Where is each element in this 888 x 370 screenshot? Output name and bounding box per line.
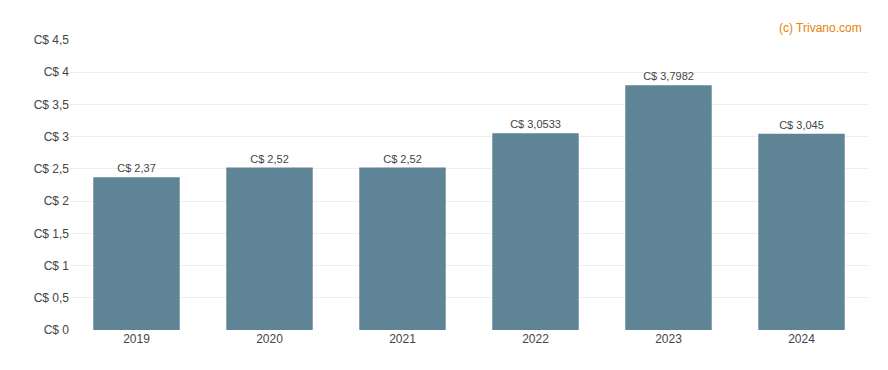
- svg-text:C$ 3,045: C$ 3,045: [779, 119, 824, 131]
- svg-text:C$ 2,37: C$ 2,37: [117, 162, 156, 174]
- svg-text:C$ 3,5: C$ 3,5: [34, 98, 70, 112]
- svg-text:C$ 3: C$ 3: [44, 130, 70, 144]
- svg-text:2020: 2020: [256, 332, 283, 346]
- svg-text:C$ 1: C$ 1: [44, 259, 70, 273]
- svg-text:C$ 3,7982: C$ 3,7982: [643, 70, 694, 82]
- svg-text:C$ 2,5: C$ 2,5: [34, 162, 70, 176]
- svg-text:C$ 0,5: C$ 0,5: [34, 291, 70, 305]
- svg-text:C$ 3,0533: C$ 3,0533: [510, 118, 561, 130]
- svg-text:C$ 4: C$ 4: [44, 65, 70, 79]
- svg-text:C$ 2,52: C$ 2,52: [250, 153, 289, 165]
- svg-text:2023: 2023: [655, 332, 682, 346]
- svg-text:C$ 4,5: C$ 4,5: [34, 33, 70, 47]
- svg-text:2019: 2019: [123, 332, 150, 346]
- svg-text:2022: 2022: [522, 332, 549, 346]
- svg-text:2021: 2021: [389, 332, 416, 346]
- svg-text:(c) Trivano.com: (c) Trivano.com: [779, 21, 862, 35]
- svg-text:C$ 1,5: C$ 1,5: [34, 227, 70, 241]
- svg-text:2024: 2024: [788, 332, 815, 346]
- svg-text:C$ 2: C$ 2: [44, 194, 70, 208]
- svg-text:C$ 0: C$ 0: [44, 323, 70, 337]
- svg-text:C$ 2,52: C$ 2,52: [383, 153, 422, 165]
